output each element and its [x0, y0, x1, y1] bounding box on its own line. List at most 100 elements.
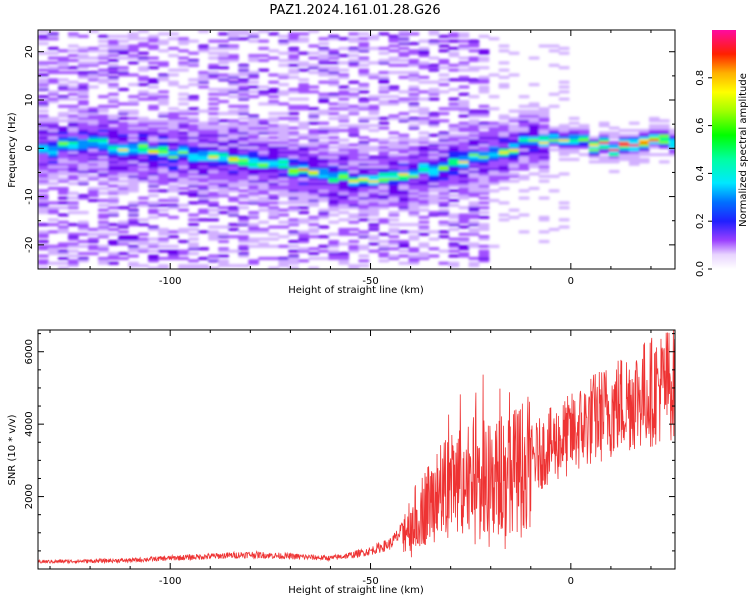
heatmap-cell — [478, 126, 490, 130]
heatmap-cell — [338, 160, 350, 164]
colorbar-tick-label: 0.2 — [695, 213, 706, 229]
heatmap-cell — [228, 165, 239, 169]
heatmap-cell — [298, 259, 310, 263]
heatmap-cell — [358, 167, 370, 171]
heatmap-cell — [128, 211, 139, 215]
heatmap-cell — [118, 133, 129, 137]
heatmap-cell — [88, 155, 99, 159]
heatmap-cell — [668, 153, 675, 157]
heatmap-cell — [78, 170, 89, 174]
heatmap-cell — [308, 66, 320, 70]
heatmap-cell — [358, 186, 370, 190]
heatmap-cell — [378, 51, 390, 55]
heatmap-cell — [298, 155, 310, 159]
heatmap-cell — [38, 121, 49, 125]
heatmap-cell — [188, 141, 199, 145]
heatmap-cell — [178, 155, 189, 159]
heatmap-cell — [38, 266, 49, 269]
heatmap-cell — [488, 179, 500, 183]
heatmap-cell — [418, 153, 430, 157]
heatmap-cell — [208, 128, 219, 132]
heatmap-cell — [68, 97, 79, 101]
heatmap-cell — [408, 97, 420, 101]
heatmap-cell — [238, 71, 249, 75]
heatmap-cell — [138, 121, 149, 125]
heatmap-cell — [448, 165, 460, 169]
heatmap-cell — [438, 78, 450, 82]
heatmap-cell — [98, 213, 109, 217]
heatmap-cell — [38, 148, 49, 152]
heatmap-cell — [618, 133, 630, 137]
heatmap-cell — [178, 249, 189, 253]
heatmap-cell — [358, 136, 370, 140]
heatmap-cell — [518, 157, 530, 161]
heatmap-cell — [208, 191, 219, 195]
heatmap-cell — [68, 174, 79, 178]
heatmap-cell — [158, 174, 169, 178]
heatmap-cell — [518, 128, 530, 132]
heatmap-cell — [218, 75, 229, 79]
heatmap-cell — [478, 182, 490, 186]
heatmap-cell — [158, 39, 169, 43]
heatmap-cell — [368, 184, 380, 188]
heatmap-cell — [108, 100, 119, 104]
heatmap-cell — [228, 196, 239, 200]
heatmap-cell — [98, 114, 109, 118]
heatmap-cell — [468, 261, 480, 265]
heatmap-cell — [78, 131, 89, 135]
heatmap-cell — [258, 191, 269, 195]
heatmap-cell — [368, 116, 380, 120]
heatmap-cell — [478, 184, 490, 188]
heatmap-cell — [268, 102, 279, 106]
heatmap-cell — [428, 184, 440, 188]
heatmap-cell — [188, 189, 199, 193]
heatmap-cell — [98, 182, 109, 186]
heatmap-cell — [268, 145, 279, 149]
heatmap-cell — [398, 244, 410, 248]
heatmap-cell — [248, 131, 259, 135]
heatmap-cell — [188, 51, 199, 55]
heatmap-cell — [418, 66, 430, 70]
heatmap-cell — [48, 153, 59, 157]
heatmap-cell — [328, 179, 340, 183]
heatmap-cell — [238, 223, 249, 227]
heatmap-cell — [638, 131, 650, 135]
heatmap-cell — [418, 54, 430, 58]
heatmap-cell — [338, 174, 350, 178]
heatmap-cell — [48, 37, 59, 41]
heatmap-cell — [58, 141, 69, 145]
heatmap-cell — [38, 83, 49, 87]
heatmap-cell — [48, 155, 59, 159]
heatmap-cell — [278, 256, 289, 260]
heatmap-cell — [218, 170, 229, 174]
heatmap-cell — [478, 51, 490, 55]
heatmap-cell — [388, 211, 400, 215]
heatmap-cell — [208, 196, 219, 200]
heatmap-cell — [528, 114, 540, 118]
heatmap-cell — [518, 189, 530, 193]
heatmap-cell — [378, 240, 390, 244]
heatmap-cell — [398, 160, 410, 164]
heatmap-cell — [408, 186, 420, 190]
heatmap-cell — [38, 68, 49, 72]
heatmap-cell — [238, 174, 249, 178]
heatmap-cell — [418, 162, 430, 166]
heatmap-cell — [348, 124, 360, 128]
heatmap-cell — [268, 172, 279, 176]
heatmap-cell — [188, 223, 199, 227]
heatmap-cell — [528, 157, 540, 161]
heatmap-cell — [398, 179, 410, 183]
heatmap-cell — [548, 138, 560, 142]
heatmap-cell — [228, 44, 239, 48]
heatmap-cell — [498, 150, 510, 154]
heatmap-cell — [178, 179, 189, 183]
heatmap-cell — [258, 230, 269, 234]
heatmap-cell — [658, 131, 670, 135]
heatmap-cell — [88, 136, 99, 140]
heatmap-cell — [608, 153, 620, 157]
heatmap-cell — [418, 177, 430, 181]
heatmap-cell — [458, 237, 470, 241]
heatmap-cell — [318, 145, 330, 149]
heatmap-cell — [278, 141, 289, 145]
heatmap-cell — [418, 119, 430, 123]
